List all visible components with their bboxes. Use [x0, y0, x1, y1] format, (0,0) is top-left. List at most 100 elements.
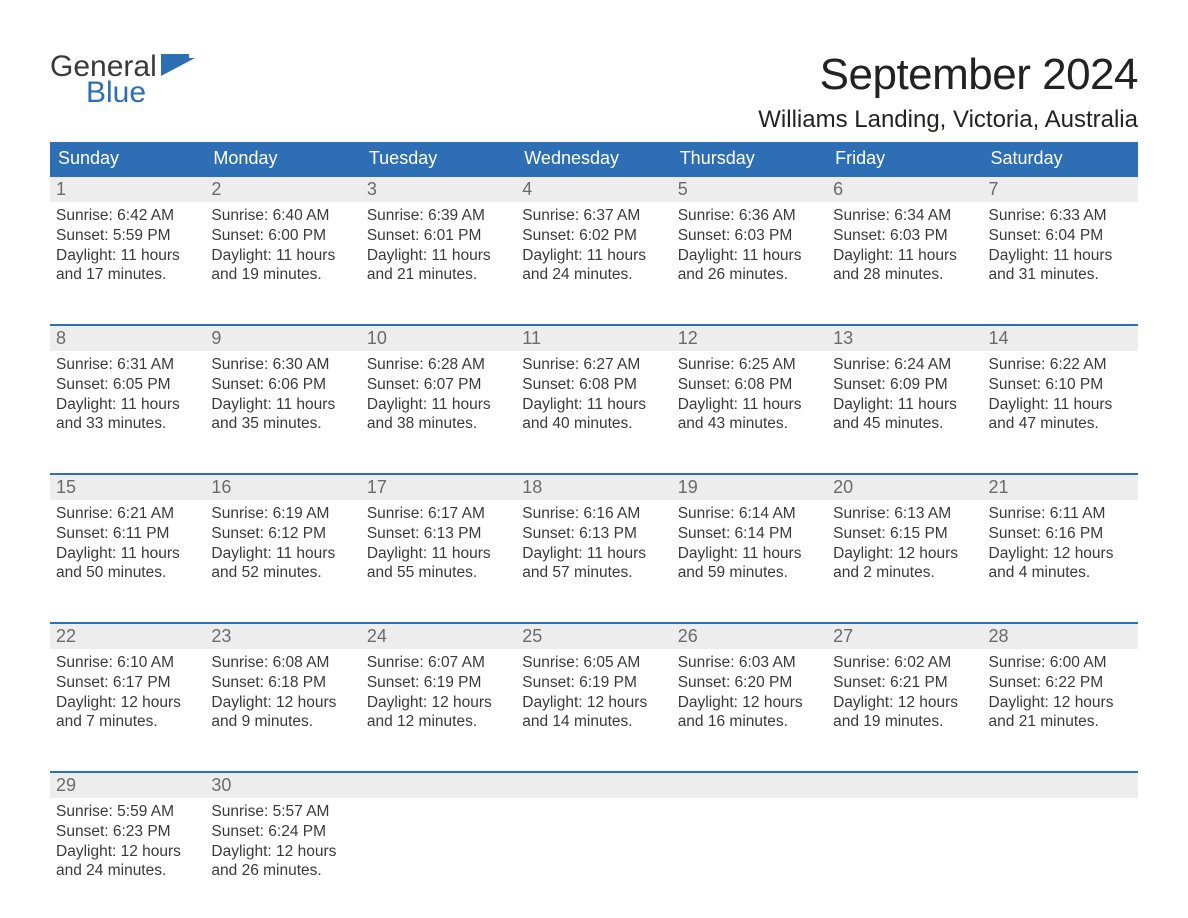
dow-sunday: Sunday [50, 142, 205, 175]
sunset-line: Sunset: 6:08 PM [522, 375, 665, 395]
day-number: 18 [516, 475, 671, 500]
sunrise-line: Sunrise: 6:07 AM [367, 653, 510, 673]
calendar-day: Sunrise: 6:02 AMSunset: 6:21 PMDaylight:… [827, 649, 982, 759]
sunrise-line: Sunrise: 6:39 AM [367, 206, 510, 226]
sunset-line: Sunset: 6:20 PM [678, 673, 821, 693]
sunrise-line: Sunrise: 6:25 AM [678, 355, 821, 375]
daylight-line: Daylight: 11 hours and 40 minutes. [522, 395, 665, 435]
day-body: Sunrise: 6:21 AMSunset: 6:11 PMDaylight:… [50, 500, 205, 583]
daylight-line: Daylight: 11 hours and 55 minutes. [367, 544, 510, 584]
sunrise-line: Sunrise: 6:19 AM [211, 504, 354, 524]
daynum-bar: 15161718192021 [50, 475, 1138, 500]
daylight-line: Daylight: 12 hours and 16 minutes. [678, 693, 821, 733]
sunrise-line: Sunrise: 6:22 AM [989, 355, 1132, 375]
location-subtitle: Williams Landing, Victoria, Australia [758, 106, 1138, 134]
day-body: Sunrise: 6:03 AMSunset: 6:20 PMDaylight:… [672, 649, 827, 732]
day-number: 11 [516, 326, 671, 351]
day-number [672, 773, 827, 798]
daylight-line: Daylight: 11 hours and 19 minutes. [211, 246, 354, 286]
calendar-day: Sunrise: 6:28 AMSunset: 6:07 PMDaylight:… [361, 351, 516, 461]
calendar-day: Sunrise: 6:21 AMSunset: 6:11 PMDaylight:… [50, 500, 205, 610]
day-body: Sunrise: 6:22 AMSunset: 6:10 PMDaylight:… [983, 351, 1138, 434]
calendar-day: Sunrise: 5:59 AMSunset: 6:23 PMDaylight:… [50, 798, 205, 908]
daylight-line: Daylight: 11 hours and 52 minutes. [211, 544, 354, 584]
calendar-day: Sunrise: 6:37 AMSunset: 6:02 PMDaylight:… [516, 202, 671, 312]
sunrise-line: Sunrise: 6:31 AM [56, 355, 199, 375]
sunrise-line: Sunrise: 6:02 AM [833, 653, 976, 673]
calendar-day: Sunrise: 6:42 AMSunset: 5:59 PMDaylight:… [50, 202, 205, 312]
day-body: Sunrise: 5:57 AMSunset: 6:24 PMDaylight:… [205, 798, 360, 881]
week-wrapper: 891011121314Sunrise: 6:31 AMSunset: 6:05… [50, 324, 1138, 461]
calendar-day: Sunrise: 6:16 AMSunset: 6:13 PMDaylight:… [516, 500, 671, 610]
daynum-bar: 1234567 [50, 177, 1138, 202]
logo: General Blue [50, 50, 195, 110]
calendar-day: Sunrise: 6:25 AMSunset: 6:08 PMDaylight:… [672, 351, 827, 461]
calendar-day: Sunrise: 6:36 AMSunset: 6:03 PMDaylight:… [672, 202, 827, 312]
day-number: 26 [672, 624, 827, 649]
sunrise-line: Sunrise: 6:42 AM [56, 206, 199, 226]
day-body: Sunrise: 6:30 AMSunset: 6:06 PMDaylight:… [205, 351, 360, 434]
day-body: Sunrise: 6:25 AMSunset: 6:08 PMDaylight:… [672, 351, 827, 434]
day-number: 6 [827, 177, 982, 202]
daylight-line: Daylight: 11 hours and 21 minutes. [367, 246, 510, 286]
day-body: Sunrise: 6:02 AMSunset: 6:21 PMDaylight:… [827, 649, 982, 732]
day-of-week-header: Sunday Monday Tuesday Wednesday Thursday… [50, 142, 1138, 175]
calendar-day: Sunrise: 6:27 AMSunset: 6:08 PMDaylight:… [516, 351, 671, 461]
day-body: Sunrise: 6:17 AMSunset: 6:13 PMDaylight:… [361, 500, 516, 583]
day-body: Sunrise: 6:34 AMSunset: 6:03 PMDaylight:… [827, 202, 982, 285]
sunset-line: Sunset: 6:07 PM [367, 375, 510, 395]
sunset-line: Sunset: 6:06 PM [211, 375, 354, 395]
day-number: 5 [672, 177, 827, 202]
day-number: 28 [983, 624, 1138, 649]
day-body: Sunrise: 6:28 AMSunset: 6:07 PMDaylight:… [361, 351, 516, 434]
daynum-bar: 22232425262728 [50, 624, 1138, 649]
day-body: Sunrise: 6:08 AMSunset: 6:18 PMDaylight:… [205, 649, 360, 732]
calendar-day: Sunrise: 6:31 AMSunset: 6:05 PMDaylight:… [50, 351, 205, 461]
sunset-line: Sunset: 6:19 PM [367, 673, 510, 693]
calendar-day-empty [983, 798, 1138, 908]
sunrise-line: Sunrise: 6:30 AM [211, 355, 354, 375]
sunrise-line: Sunrise: 6:00 AM [989, 653, 1132, 673]
calendar-day: Sunrise: 6:33 AMSunset: 6:04 PMDaylight:… [983, 202, 1138, 312]
sunset-line: Sunset: 6:11 PM [56, 524, 199, 544]
day-number: 24 [361, 624, 516, 649]
sunrise-line: Sunrise: 6:05 AM [522, 653, 665, 673]
sunrise-line: Sunrise: 6:03 AM [678, 653, 821, 673]
sunrise-line: Sunrise: 6:13 AM [833, 504, 976, 524]
daylight-line: Daylight: 11 hours and 26 minutes. [678, 246, 821, 286]
calendar-day: Sunrise: 6:07 AMSunset: 6:19 PMDaylight:… [361, 649, 516, 759]
day-body: Sunrise: 6:24 AMSunset: 6:09 PMDaylight:… [827, 351, 982, 434]
daylight-line: Daylight: 11 hours and 59 minutes. [678, 544, 821, 584]
daylight-line: Daylight: 11 hours and 35 minutes. [211, 395, 354, 435]
sunrise-line: Sunrise: 6:24 AM [833, 355, 976, 375]
daylight-line: Daylight: 12 hours and 7 minutes. [56, 693, 199, 733]
week-body-row: Sunrise: 5:59 AMSunset: 6:23 PMDaylight:… [50, 798, 1138, 908]
day-body: Sunrise: 6:16 AMSunset: 6:13 PMDaylight:… [516, 500, 671, 583]
day-number: 30 [205, 773, 360, 798]
daynum-bar: 2930 [50, 773, 1138, 798]
day-number: 23 [205, 624, 360, 649]
calendar-day: Sunrise: 6:00 AMSunset: 6:22 PMDaylight:… [983, 649, 1138, 759]
day-number: 12 [672, 326, 827, 351]
day-body: Sunrise: 6:39 AMSunset: 6:01 PMDaylight:… [361, 202, 516, 285]
calendar-day: Sunrise: 6:14 AMSunset: 6:14 PMDaylight:… [672, 500, 827, 610]
calendar-day: Sunrise: 5:57 AMSunset: 6:24 PMDaylight:… [205, 798, 360, 908]
dow-friday: Friday [827, 142, 982, 175]
day-number: 16 [205, 475, 360, 500]
sunset-line: Sunset: 6:15 PM [833, 524, 976, 544]
dow-saturday: Saturday [983, 142, 1138, 175]
calendar-day: Sunrise: 6:08 AMSunset: 6:18 PMDaylight:… [205, 649, 360, 759]
day-number: 9 [205, 326, 360, 351]
day-number: 19 [672, 475, 827, 500]
sunset-line: Sunset: 6:04 PM [989, 226, 1132, 246]
day-number: 4 [516, 177, 671, 202]
day-body: Sunrise: 6:14 AMSunset: 6:14 PMDaylight:… [672, 500, 827, 583]
daylight-line: Daylight: 12 hours and 26 minutes. [211, 842, 354, 882]
sunrise-line: Sunrise: 6:11 AM [989, 504, 1132, 524]
day-number: 14 [983, 326, 1138, 351]
daylight-line: Daylight: 12 hours and 21 minutes. [989, 693, 1132, 733]
day-body: Sunrise: 6:36 AMSunset: 6:03 PMDaylight:… [672, 202, 827, 285]
day-body: Sunrise: 6:40 AMSunset: 6:00 PMDaylight:… [205, 202, 360, 285]
day-number: 22 [50, 624, 205, 649]
sunrise-line: Sunrise: 6:34 AM [833, 206, 976, 226]
